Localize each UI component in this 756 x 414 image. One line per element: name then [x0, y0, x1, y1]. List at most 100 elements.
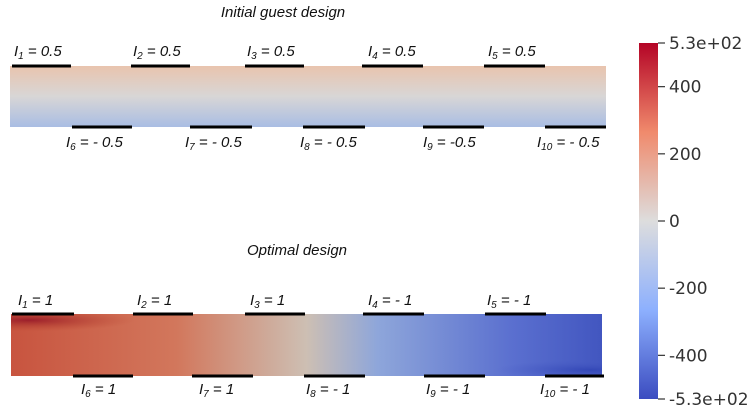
- colorbar-ticks: 5.3e+02 400 200 0 -200 -400 -5.3e+02: [658, 34, 749, 410]
- electrode-label-9: I9 = -0.5: [423, 134, 476, 153]
- electrode-label-9-equals: =: [436, 381, 453, 398]
- electrode-label-1-symbol: I: [14, 43, 18, 60]
- field-rect-initial: [10, 66, 606, 127]
- electrode-label-9-symbol: I: [423, 134, 427, 151]
- top-electrodes-initial: I1 = 0.5 I2 = 0.5 I3 = 0.5 I4 = 0.5 I5 = 0.5: [12, 43, 545, 68]
- electrode-label-2-equals: =: [143, 43, 160, 60]
- electrode-label-2: I2 = 0.5: [133, 43, 181, 62]
- bottom-electrodes-optimal: I6 = 1 I7 = 1 I8 = - 1 I9 = - 1 I10 = - 1: [73, 374, 604, 400]
- electrode-label-7-equals: =: [209, 381, 226, 398]
- panel-optimal: Optimal design I1 = 1 I2 = 1 I3 = 1 I4 = - …: [11, 242, 604, 400]
- electrode-label-3-value: 0.5: [274, 43, 296, 60]
- colorbar-tick-label: 200: [669, 145, 701, 165]
- electrode-label-7-subscript: 7: [189, 142, 195, 153]
- electrode-label-8-subscript: 8: [310, 389, 316, 400]
- electrode-label-8-equals: =: [310, 134, 327, 151]
- top-electrodes-optimal: I1 = 1 I2 = 1 I3 = 1 I4 = - 1 I5 = - 1: [12, 292, 546, 316]
- panel-initial: Initial guest design I1 = 0.5 I2 = 0.5 I3 …: [10, 4, 606, 153]
- electrode-label-7: I7 = - 0.5: [185, 134, 243, 153]
- electrode-label-9-equals: =: [433, 134, 450, 151]
- electrode-label-8-symbol: I: [300, 134, 304, 151]
- electrode-label-8-value: - 1: [333, 381, 351, 398]
- electrode-label-9-subscript: 9: [427, 142, 433, 153]
- electrode-label-2-symbol: I: [133, 43, 137, 60]
- electrode-label-1-value: 0.5: [41, 43, 63, 60]
- colorbar-min-label: -5.3e+02: [669, 390, 749, 410]
- electrode-label-6: I6 = 1: [81, 381, 116, 400]
- electrode-label-7-symbol: I: [185, 134, 189, 151]
- electrode-label-10-symbol: I: [537, 134, 541, 151]
- electrode-label-10-subscript: 10: [544, 389, 556, 400]
- electrode-label-5-value: - 1: [514, 292, 532, 309]
- electrode-label-8: I8 = - 1: [306, 381, 350, 400]
- electrode-label-9: I9 = - 1: [426, 381, 470, 400]
- electrode-label-10: I10 = - 0.5: [537, 134, 600, 153]
- electrode-label-9-value: - 1: [453, 381, 471, 398]
- electrode-label-3: I3 = 0.5: [247, 43, 295, 62]
- colorbar-tick-label: -200: [669, 279, 708, 299]
- electrode-label-1: I1 = 0.5: [14, 43, 62, 62]
- electrode-label-6-equals: =: [91, 381, 108, 398]
- electrode-label-5-symbol: I: [487, 292, 491, 309]
- electrode-label-6-subscript: 6: [70, 142, 76, 153]
- electrode-label-3-subscript: 3: [254, 300, 260, 311]
- electrode-label-5: I5 = 0.5: [488, 43, 536, 62]
- colorbar: 5.3e+02 400 200 0 -200 -400 -5.3e+02: [639, 34, 749, 410]
- electrode-label-10-equals: =: [552, 134, 569, 151]
- electrode-label-7-symbol: I: [199, 381, 203, 398]
- electrode-label-3: I3 = 1: [250, 292, 285, 311]
- electrode-label-3-value: 1: [277, 292, 285, 309]
- electrode-label-5-equals: =: [497, 292, 514, 309]
- electrode-label-4: I4 = 0.5: [368, 43, 416, 62]
- electrode-label-4-value: 0.5: [395, 43, 417, 60]
- electrode-label-5-subscript: 5: [492, 51, 498, 62]
- electrode-label-5-equals: =: [498, 43, 515, 60]
- colorbar-gradient: [639, 43, 658, 399]
- electrode-label-6: I6 = - 0.5: [66, 134, 124, 153]
- electrode-label-4: I4 = - 1: [368, 292, 412, 311]
- electrode-label-6-symbol: I: [66, 134, 70, 151]
- electrode-label-4-equals: =: [378, 43, 395, 60]
- electrode-label-1-equals: =: [28, 292, 45, 309]
- electrode-label-5-value: 0.5: [515, 43, 537, 60]
- electrode-label-4-subscript: 4: [372, 51, 378, 62]
- electrode-label-10: I10 = - 1: [540, 381, 590, 400]
- electrode-label-3-equals: =: [257, 43, 274, 60]
- electrode-label-8-equals: =: [316, 381, 333, 398]
- electrode-label-8: I8 = - 0.5: [300, 134, 358, 153]
- electrode-label-8-symbol: I: [306, 381, 310, 398]
- electrode-label-9-symbol: I: [426, 381, 430, 398]
- electrode-label-7: I7 = 1: [199, 381, 234, 400]
- electrode-label-6-value: - 0.5: [93, 134, 124, 151]
- field-coldspot-optimal: [11, 314, 602, 376]
- electrode-label-9-subscript: 9: [430, 389, 436, 400]
- electrode-label-2-symbol: I: [137, 292, 141, 309]
- electrode-label-3-symbol: I: [250, 292, 254, 309]
- electrode-label-7-value: - 0.5: [212, 134, 243, 151]
- electrode-label-2-value: 0.5: [160, 43, 182, 60]
- electrode-label-1-subscript: 1: [22, 300, 28, 311]
- electrode-label-4-symbol: I: [368, 43, 372, 60]
- electrode-label-6-equals: =: [76, 134, 93, 151]
- electrode-label-4-equals: =: [378, 292, 395, 309]
- colorbar-tick-label: 400: [669, 78, 701, 98]
- electrode-label-2-subscript: 2: [140, 300, 147, 311]
- electrode-label-1-value: 1: [45, 292, 53, 309]
- electrode-label-10-value: - 1: [572, 381, 590, 398]
- electrode-label-6-symbol: I: [81, 381, 85, 398]
- electrode-label-10-symbol: I: [540, 381, 544, 398]
- panel-title-initial: Initial guest design: [221, 4, 345, 21]
- electrode-label-3-equals: =: [260, 292, 277, 309]
- electrode-label-10-equals: =: [555, 381, 572, 398]
- electrode-label-3-symbol: I: [247, 43, 251, 60]
- electrode-label-2: I2 = 1: [137, 292, 172, 311]
- electrode-label-6-subscript: 6: [85, 389, 91, 400]
- colorbar-max-label: 5.3e+02: [669, 34, 742, 54]
- electrode-label-7-value: 1: [226, 381, 234, 398]
- electrode-label-1-equals: =: [24, 43, 41, 60]
- electrode-label-4-subscript: 4: [372, 300, 378, 311]
- electrode-label-5-subscript: 5: [491, 300, 497, 311]
- electrode-label-2-subscript: 2: [136, 51, 143, 62]
- electrode-label-5: I5 = - 1: [487, 292, 531, 311]
- electrode-label-1: I1 = 1: [18, 292, 53, 311]
